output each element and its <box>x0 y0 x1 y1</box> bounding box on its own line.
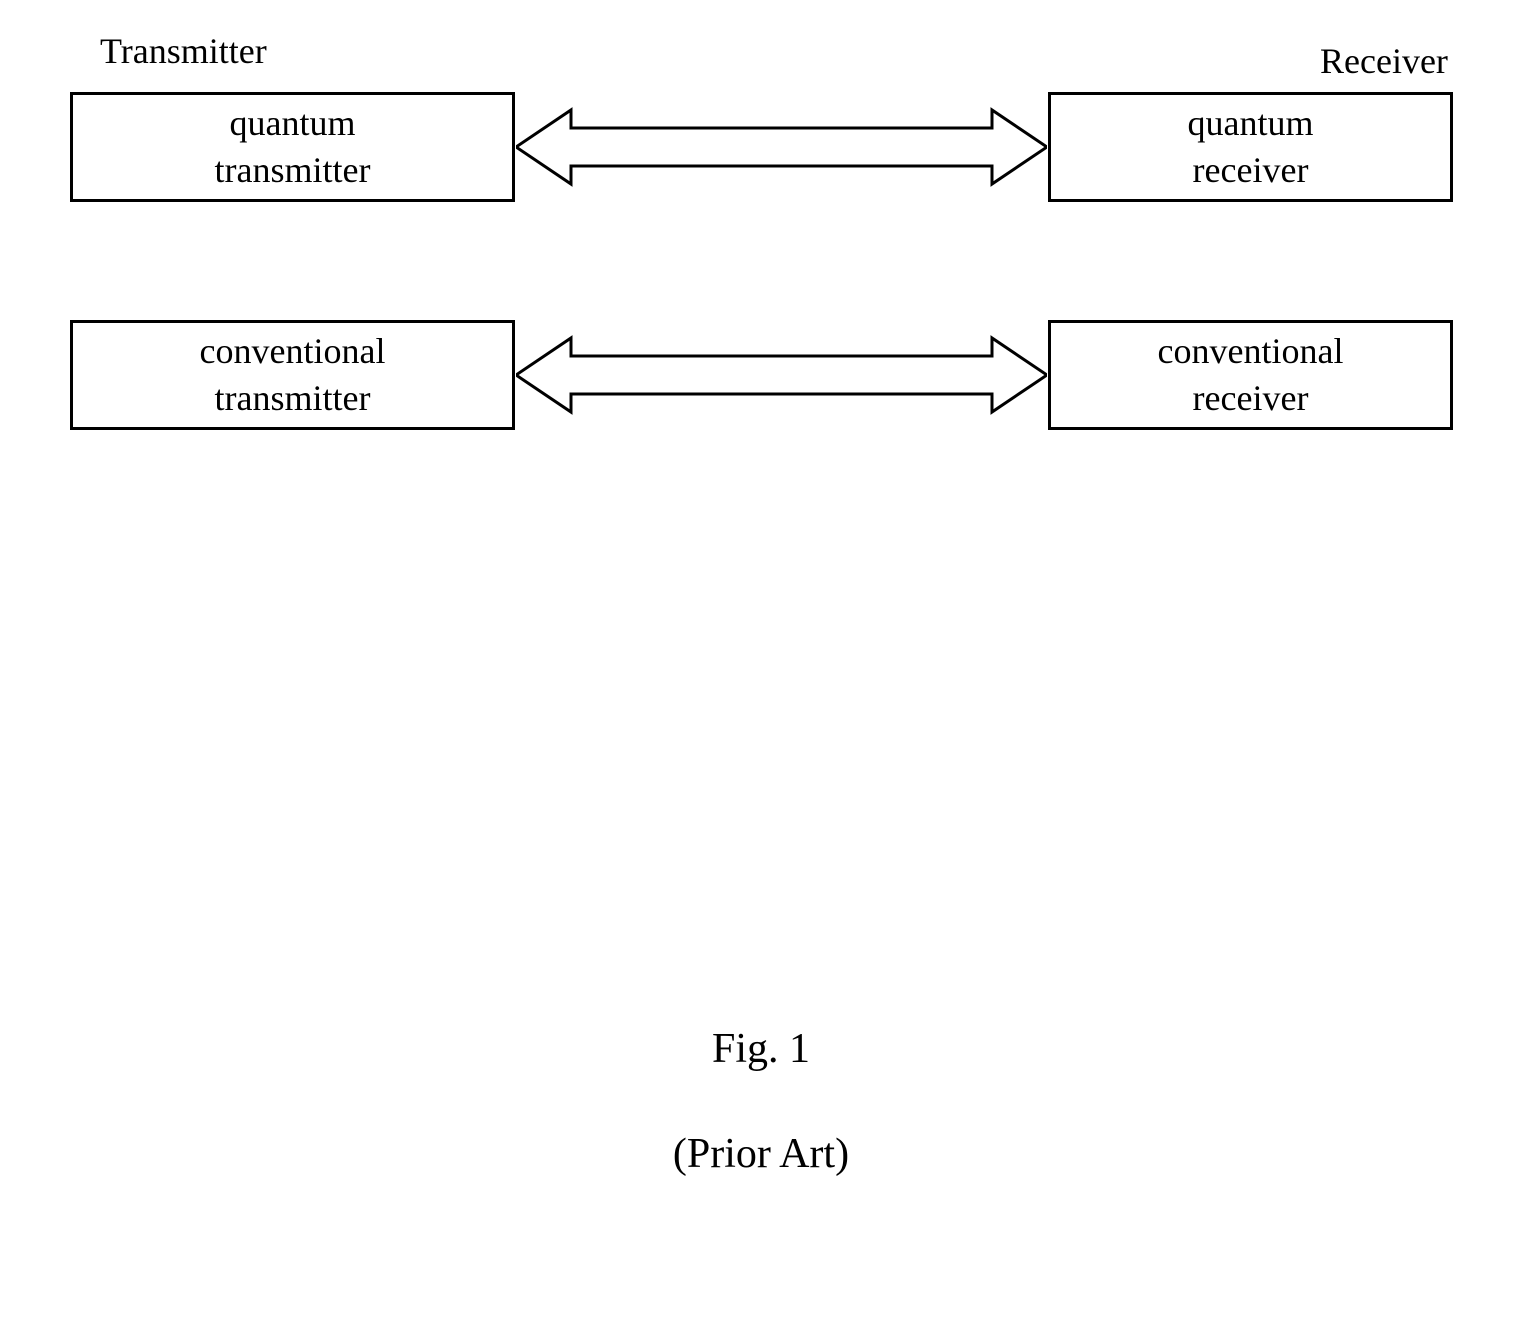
figure-subcaption: (Prior Art) <box>0 1130 1522 1178</box>
double-arrow-icon <box>516 338 1047 412</box>
quantum-rx-line1: quantum <box>1188 100 1314 147</box>
conventional-transmitter-box: conventional transmitter <box>70 320 515 430</box>
conventional-arrow <box>516 330 1047 420</box>
conventional-receiver-box: conventional receiver <box>1048 320 1453 430</box>
double-arrow-icon <box>516 110 1047 184</box>
transmitter-label: Transmitter <box>100 30 267 72</box>
conv-tx-line1: conventional <box>200 328 386 375</box>
figure-caption: Fig. 1 <box>0 1025 1522 1073</box>
quantum-rx-line2: receiver <box>1193 147 1309 194</box>
quantum-arrow <box>516 102 1047 192</box>
quantum-tx-line2: transmitter <box>215 147 371 194</box>
conv-rx-line1: conventional <box>1158 328 1344 375</box>
receiver-label: Receiver <box>1320 40 1448 82</box>
quantum-tx-line1: quantum <box>230 100 356 147</box>
conv-rx-line2: receiver <box>1193 375 1309 422</box>
quantum-receiver-box: quantum receiver <box>1048 92 1453 202</box>
quantum-transmitter-box: quantum transmitter <box>70 92 515 202</box>
conv-tx-line2: transmitter <box>215 375 371 422</box>
